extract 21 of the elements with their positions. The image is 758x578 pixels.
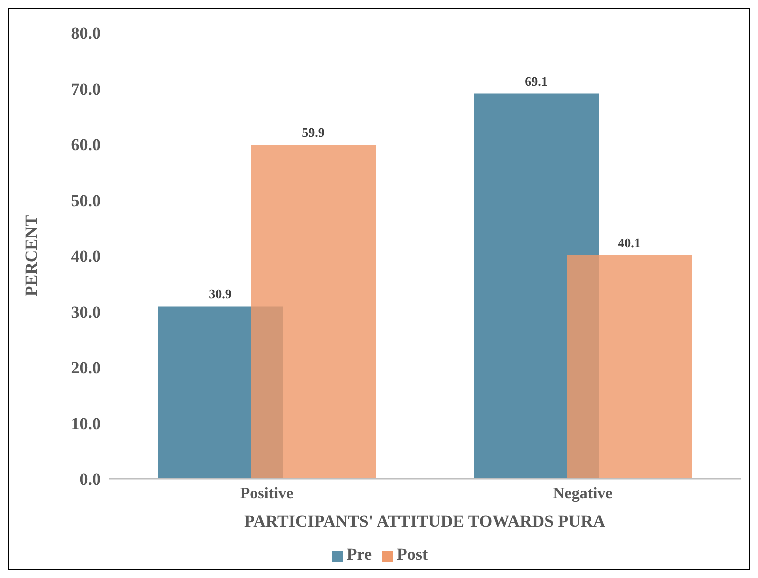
y-axis-title: PERCENT <box>22 214 42 297</box>
y-tick-label: 80.0 <box>71 24 101 44</box>
y-tick-label: 40.0 <box>71 247 101 266</box>
data-label: 40.1 <box>618 235 641 250</box>
data-label: 30.9 <box>209 286 232 302</box>
legend-label: Post <box>397 545 428 564</box>
bar <box>251 145 376 479</box>
bar <box>567 255 692 479</box>
data-label: 69.1 <box>525 74 548 89</box>
x-tick-label: Positive <box>240 485 294 502</box>
data-label: 59.9 <box>302 125 326 140</box>
y-tick-label: 10.0 <box>71 414 101 434</box>
legend-label: Pre <box>346 545 372 564</box>
y-tick-label: 20.0 <box>71 358 101 378</box>
y-tick-label: 70.0 <box>71 80 101 99</box>
x-tick-label: Negative <box>553 485 613 502</box>
y-tick-label: 50.0 <box>71 191 101 210</box>
y-tick-label: 30.0 <box>71 302 101 322</box>
y-tick-label: 0.0 <box>80 470 101 490</box>
x-axis-title: PARTICIPANTS' ATTITUDE TOWARDS PURA <box>244 512 606 531</box>
y-tick-label: 60.0 <box>71 136 101 155</box>
